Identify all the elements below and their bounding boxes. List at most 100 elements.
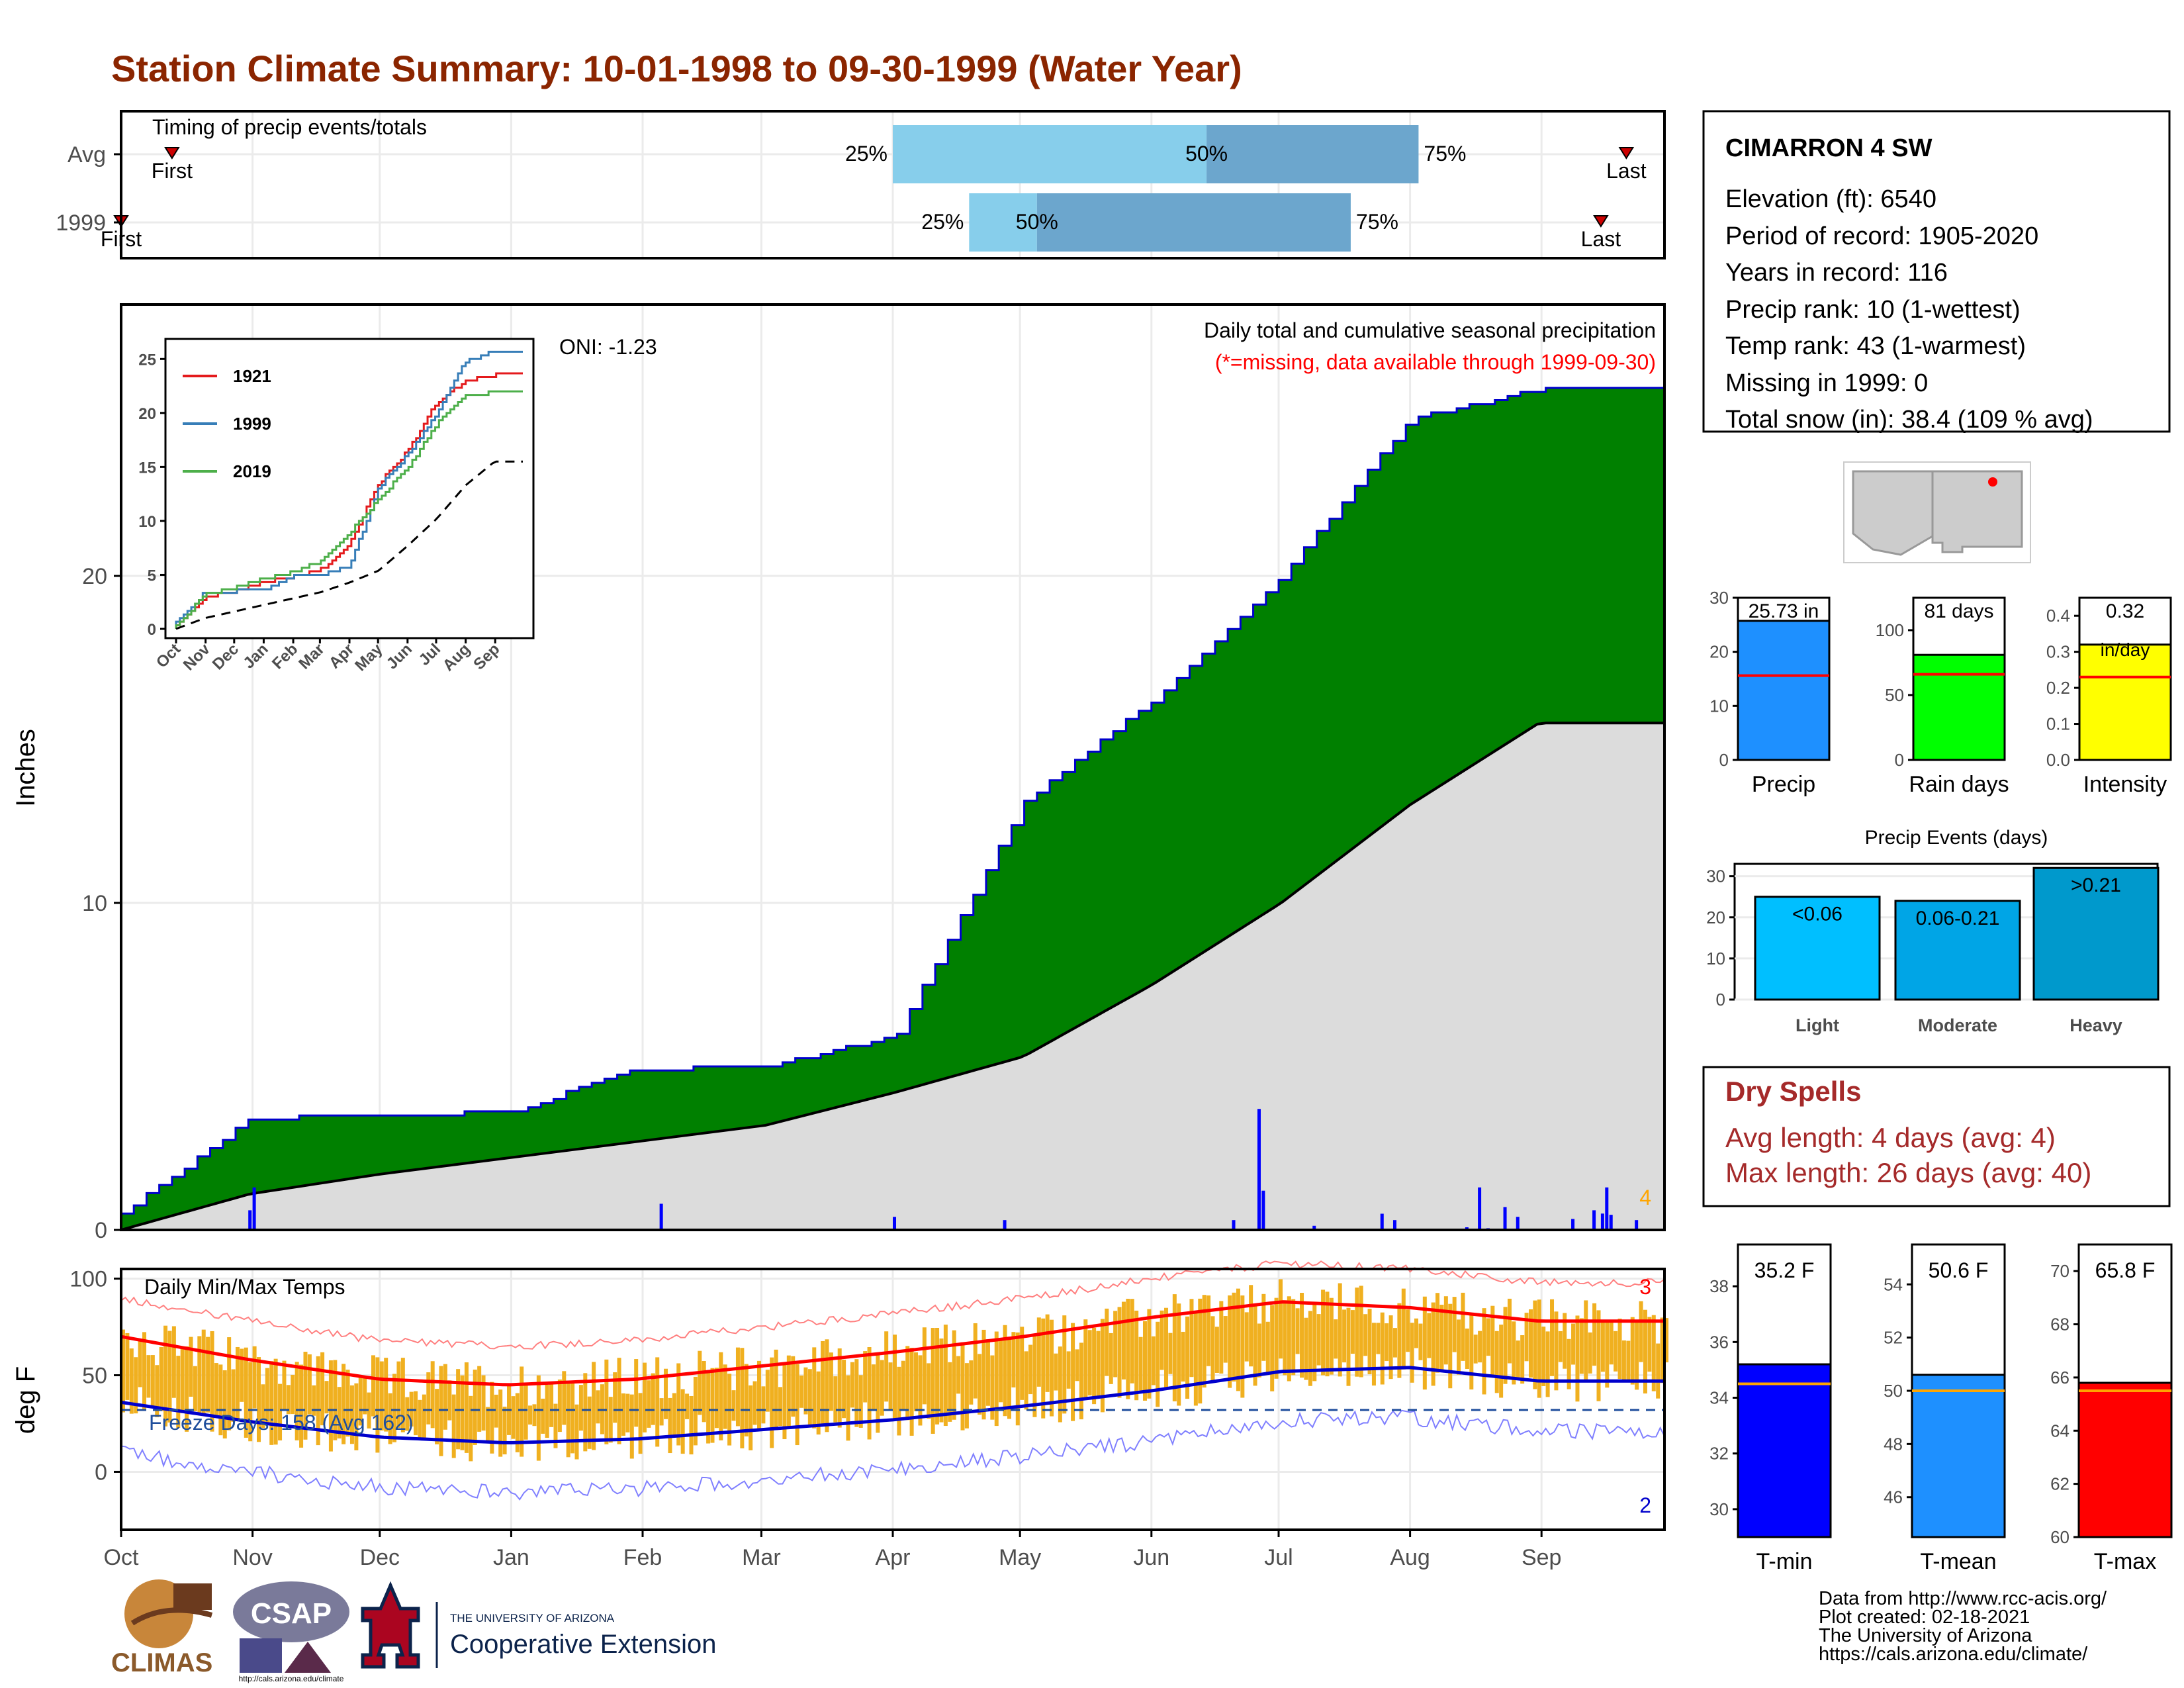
daily-temp-bar [897, 1366, 901, 1436]
daily-temp-bar [345, 1370, 350, 1437]
daily-temp-bar [1126, 1298, 1130, 1399]
station-precip-rank: Precip rank: 10 (1-wettest) [1725, 296, 2021, 324]
daily-temp-bar [587, 1396, 592, 1449]
daily-temp-bar [240, 1348, 244, 1402]
map-station-marker [1988, 477, 1997, 487]
daily-temp-bar [1134, 1310, 1139, 1401]
temp-y-tick-label: 50 [82, 1364, 107, 1389]
month-tick-label: Nov [232, 1545, 272, 1570]
inset-y-tick-label: 15 [138, 459, 156, 477]
temp-summary-tick-label: 64 [2050, 1421, 2070, 1440]
events-tick-label: 10 [1706, 949, 1725, 968]
daily-temp-bar [1427, 1313, 1432, 1358]
daily-temp-bar [490, 1382, 494, 1454]
daily-temp-bar [1439, 1304, 1444, 1372]
daily-temp-bar [206, 1336, 210, 1413]
daily-temp-bar [1524, 1313, 1529, 1362]
events-category-label: Light [1796, 1015, 1839, 1035]
daily-temp-bar [1550, 1299, 1555, 1376]
daily-temp-bar [791, 1356, 796, 1417]
daily-temp-bar [846, 1375, 850, 1441]
summary-bar-tick-label: 0.2 [2046, 678, 2070, 698]
daily-temp-bar [969, 1360, 974, 1405]
precip-missing-note: (*=missing, data available through 1999-… [1215, 350, 1656, 374]
daily-temp-bar [1193, 1313, 1198, 1406]
daily-temp-bar [634, 1359, 639, 1427]
daily-temp-bar [680, 1389, 685, 1454]
dry-spells-box: Dry Spells Avg length: 4 days (avg: 4) M… [1702, 1066, 2171, 1207]
daily-temp-bar [1181, 1331, 1185, 1382]
daily-temp-bar [379, 1361, 384, 1431]
daily-temp-bar [1156, 1321, 1160, 1407]
map-state-arizona [1852, 470, 1934, 556]
daily-temp-bar [1172, 1294, 1177, 1401]
daily-temp-bar [333, 1360, 338, 1440]
daily-temp-bar [1295, 1308, 1300, 1354]
daily-temp-bar [964, 1363, 969, 1429]
daily-temp-bar [477, 1366, 482, 1432]
daily-temp-bar [782, 1364, 787, 1440]
timing-q25-label: 25% [921, 210, 964, 234]
daily-temp-bar [426, 1372, 431, 1425]
daily-temp-bar [295, 1362, 299, 1440]
month-tick-label: Jun [1133, 1545, 1169, 1570]
daily-temp-bar [1160, 1310, 1164, 1370]
inset-legend-label: 2019 [233, 461, 271, 481]
daily-temp-bar [1066, 1351, 1071, 1389]
daily-temp-bar [1533, 1300, 1537, 1389]
daily-temp-bar [638, 1393, 643, 1454]
daily-temp-bar [227, 1337, 232, 1430]
daily-temp-bar [1457, 1319, 1461, 1375]
precip-y-label: Inches [11, 729, 40, 807]
daily-temp-bar [842, 1360, 846, 1419]
footer-line-1: Data from http://www.rcc-acis.org/ [1819, 1588, 2107, 1609]
daily-temp-bar [257, 1357, 261, 1442]
inset-y-tick-label: 10 [138, 513, 156, 531]
avg-max-temp-line [120, 1300, 1664, 1387]
temp-y-tick-label: 0 [95, 1460, 107, 1485]
daily-temp-bar [1236, 1288, 1240, 1391]
daily-temp-bar [210, 1331, 214, 1432]
daily-temp-bar [1626, 1340, 1631, 1382]
daily-temp-bar [1363, 1314, 1368, 1356]
daily-precip-bar [1600, 1213, 1604, 1230]
daily-temp-bar [278, 1383, 283, 1440]
csap-logo[interactable]: CSAP http://cals.arizona.edu/climate [233, 1581, 349, 1683]
inset-legend-label: 1921 [233, 366, 271, 386]
daily-temp-bar [532, 1404, 537, 1427]
daily-temp-bar [1185, 1316, 1190, 1399]
timing-row-label-avg: Avg [68, 142, 106, 167]
daily-temp-bar [774, 1349, 778, 1430]
temp-summary-value: 35.2 F [1754, 1258, 1815, 1282]
daily-temp-bar [1117, 1307, 1122, 1398]
freeze-days-label: Freeze Days: 158 (Avg 162) [149, 1411, 414, 1434]
daily-temp-bar [545, 1384, 549, 1438]
daily-precip-bar [1392, 1220, 1396, 1230]
daily-temp-bar [994, 1331, 999, 1427]
daily-temp-bar [829, 1352, 833, 1411]
daily-temp-bar [435, 1389, 439, 1444]
ua-logo[interactable]: THE UNIVERSITY OF ARIZONA Cooperative Ex… [361, 1581, 716, 1669]
daily-temp-bar [324, 1381, 329, 1414]
daily-temp-bar [1334, 1319, 1338, 1359]
temp-summary-chart: 65.8 F 60 62 64 66 68 70 T-max [2050, 1243, 2173, 1574]
daily-temp-bar [570, 1383, 575, 1454]
daily-temp-bar [396, 1361, 401, 1429]
daily-temp-bar [1584, 1300, 1588, 1382]
climas-logo[interactable]: CLIMAS [111, 1579, 212, 1677]
daily-temp-bar [1083, 1319, 1088, 1398]
daily-temp-bar [562, 1371, 567, 1425]
daily-temp-bar [248, 1362, 253, 1442]
daily-temp-bar [731, 1390, 736, 1421]
daily-temp-bar [1214, 1327, 1219, 1373]
daily-temp-bar [1257, 1323, 1261, 1378]
daily-temp-bar [1520, 1335, 1525, 1384]
daily-temp-bar [1418, 1323, 1423, 1360]
temp-summary-tick-label: 48 [1884, 1434, 1903, 1454]
inset-y-tick-label: 5 [148, 567, 156, 585]
daily-temp-bar [876, 1355, 880, 1433]
daily-temp-bar [1024, 1351, 1028, 1410]
daily-temp-bar [1113, 1311, 1118, 1378]
daily-temp-bar [1071, 1323, 1075, 1421]
month-tick-label: Feb [623, 1545, 662, 1570]
